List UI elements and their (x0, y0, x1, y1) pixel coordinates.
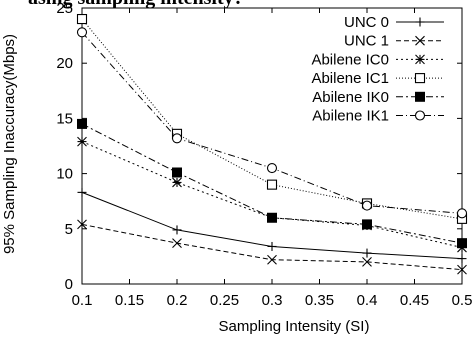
legend-item: Abilene IC0 (311, 51, 444, 68)
legend-label: Abilene IK1 (312, 108, 389, 125)
legend-item: UNC 0 (344, 14, 444, 31)
y-tick-label: 15 (56, 110, 73, 127)
data-point (77, 136, 87, 147)
data-point (267, 212, 277, 223)
legend-marker (414, 73, 426, 84)
data-point (77, 187, 87, 197)
data-point (267, 241, 277, 251)
legend-label: Abilene IC1 (311, 70, 389, 87)
data-point (77, 219, 87, 230)
data-point (456, 208, 468, 219)
legend-marker (415, 54, 425, 65)
series-line (81, 18, 463, 220)
legend-label: UNC 0 (344, 14, 389, 31)
legend-marker (414, 110, 426, 121)
series-abilene-ik0 (77, 118, 467, 249)
data-point (457, 264, 467, 275)
series-abilene-ic1 (76, 13, 468, 224)
data-point (267, 254, 277, 265)
x-tick-label: 0.1 (72, 292, 93, 309)
data-point (457, 254, 467, 264)
x-tick-label: 0.35 (305, 292, 334, 309)
data-point (172, 238, 182, 249)
x-tick-label: 0.25 (210, 292, 239, 309)
axes: 0.1 0.15 0.2 0.25 0.3 0.35 0.4 0.45 0.5 0 5 10 15 20 2… (56, 0, 472, 309)
y-tick-label: 10 (56, 166, 73, 183)
y-tick-label: 25 (56, 0, 73, 17)
legend-label: UNC 1 (344, 33, 389, 50)
data-point (171, 133, 183, 144)
legend-item: Abilene IK0 (312, 89, 444, 106)
legend-item: UNC 1 (344, 33, 444, 50)
y-tick-label: 5 (65, 221, 73, 238)
data-point (362, 257, 372, 267)
data-point (362, 219, 372, 230)
legend-marker (415, 91, 425, 102)
data-point (361, 200, 373, 211)
data-point (457, 238, 467, 249)
data-point (172, 225, 182, 235)
x-tick-label: 0.3 (262, 292, 283, 309)
data-point (76, 27, 88, 38)
x-axis-label: Sampling Intensity (SI) (219, 318, 370, 335)
data-point (362, 248, 372, 258)
y-axis-label: 95% Sampling Inaccuracy(Mbps) (1, 34, 18, 254)
y-tick-label: 0 (65, 276, 73, 293)
figure-caption-fragment: asing sampling intensity? (28, 0, 244, 10)
legend-item: Abilene IC1 (311, 70, 444, 87)
series-unc-1 (77, 219, 467, 275)
series-abilene-ik1 (76, 27, 468, 219)
data-point (76, 13, 88, 25)
x-tick-label: 0.4 (357, 292, 378, 309)
series-abilene-ic0 (77, 136, 467, 253)
y-tick-label: 20 (56, 55, 73, 72)
legend-item: Abilene IK1 (312, 108, 444, 125)
data-point (266, 179, 278, 190)
legend-marker (415, 17, 425, 27)
x-tick-label: 0.45 (400, 292, 429, 309)
data-point (266, 163, 278, 174)
legend-label: Abilene IC0 (311, 51, 389, 68)
series-unc-0 (77, 187, 467, 264)
x-tick-label: 0.2 (167, 292, 188, 309)
legend-label: Abilene IK0 (312, 89, 389, 106)
data-point (172, 167, 182, 178)
x-tick-label: 0.15 (115, 292, 144, 309)
data-point (172, 177, 182, 188)
legend-marker (415, 35, 425, 46)
series-layer (76, 13, 468, 275)
data-point (77, 118, 87, 129)
x-tick-label: 0.5 (452, 292, 473, 309)
